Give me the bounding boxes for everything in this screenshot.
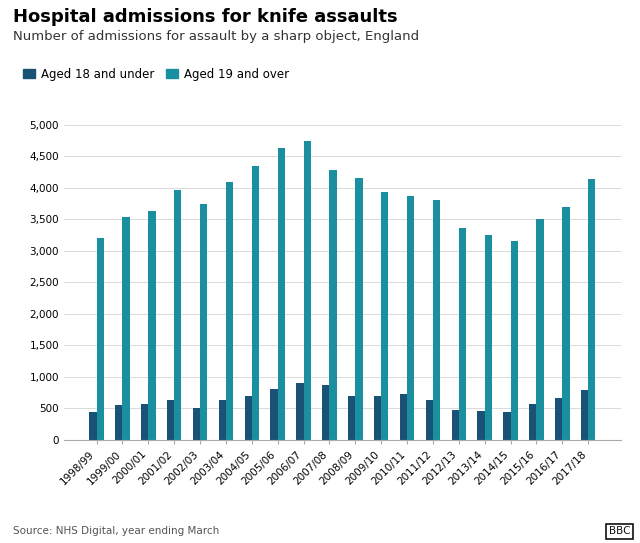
Bar <box>115 405 122 440</box>
Bar <box>97 238 104 440</box>
Bar <box>271 389 278 440</box>
Bar <box>303 141 311 440</box>
Bar <box>529 404 536 440</box>
Bar <box>141 404 148 440</box>
Bar <box>90 412 97 440</box>
Bar <box>563 207 570 440</box>
Bar <box>355 179 363 440</box>
Bar <box>226 181 233 440</box>
Bar <box>484 235 492 440</box>
Bar <box>252 166 259 440</box>
Bar <box>219 400 226 440</box>
Bar <box>374 396 381 440</box>
Bar <box>322 385 330 440</box>
Bar <box>511 241 518 440</box>
Bar <box>452 409 459 440</box>
Bar <box>433 200 440 440</box>
Bar <box>122 217 130 440</box>
Text: Number of admissions for assault by a sharp object, England: Number of admissions for assault by a sh… <box>13 30 419 43</box>
Bar <box>588 179 595 440</box>
Bar <box>426 400 433 440</box>
Text: BBC: BBC <box>609 527 630 536</box>
Bar <box>348 396 355 440</box>
Text: Hospital admissions for knife assaults: Hospital admissions for knife assaults <box>13 8 397 26</box>
Bar <box>504 412 511 440</box>
Bar <box>381 192 388 440</box>
Bar <box>581 390 588 440</box>
Bar <box>555 398 563 440</box>
Bar <box>244 396 252 440</box>
Legend: Aged 18 and under, Aged 19 and over: Aged 18 and under, Aged 19 and over <box>19 63 294 85</box>
Bar <box>167 400 174 440</box>
Bar <box>174 191 181 440</box>
Bar <box>330 169 337 440</box>
Bar <box>536 219 544 440</box>
Bar <box>407 196 414 440</box>
Bar <box>278 148 285 440</box>
Bar <box>148 211 156 440</box>
Bar <box>296 383 303 440</box>
Bar <box>459 228 466 440</box>
Bar <box>477 411 484 440</box>
Bar <box>200 204 207 440</box>
Text: Source: NHS Digital, year ending March: Source: NHS Digital, year ending March <box>13 527 219 536</box>
Bar <box>400 394 407 440</box>
Bar <box>193 408 200 440</box>
